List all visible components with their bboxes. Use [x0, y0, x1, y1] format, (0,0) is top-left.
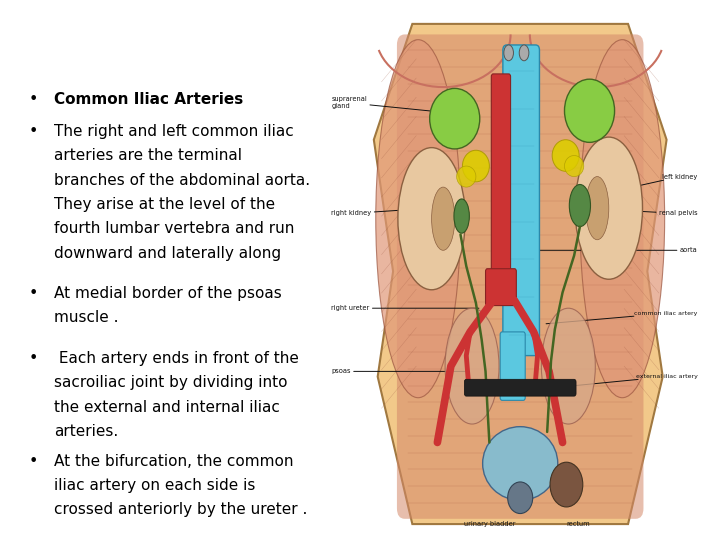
Text: fourth lumbar vertebra and run: fourth lumbar vertebra and run — [54, 221, 294, 237]
PathPatch shape — [374, 24, 667, 524]
Text: At medial border of the psoas: At medial border of the psoas — [54, 286, 282, 301]
Text: left kidney: left kidney — [611, 173, 698, 192]
Ellipse shape — [456, 166, 476, 187]
Ellipse shape — [462, 150, 490, 182]
Text: They arise at the level of the: They arise at the level of the — [54, 197, 275, 212]
Text: arteries.: arteries. — [54, 424, 118, 439]
FancyBboxPatch shape — [503, 45, 539, 355]
Text: renal pelvis: renal pelvis — [585, 208, 698, 217]
Text: Common Iliac Arteries: Common Iliac Arteries — [54, 92, 243, 107]
Ellipse shape — [575, 137, 642, 279]
Ellipse shape — [454, 199, 469, 233]
Text: arteries are the terminal: arteries are the terminal — [54, 148, 242, 164]
Ellipse shape — [504, 45, 513, 60]
Ellipse shape — [482, 427, 558, 501]
Ellipse shape — [585, 177, 609, 240]
Ellipse shape — [580, 40, 665, 398]
Text: muscle .: muscle . — [54, 310, 119, 326]
Text: At the bifurcation, the common: At the bifurcation, the common — [54, 454, 294, 469]
Ellipse shape — [550, 462, 582, 507]
Text: rectum: rectum — [566, 522, 590, 528]
Text: iliac artery on each side is: iliac artery on each side is — [54, 478, 256, 493]
Text: the external and internal iliac: the external and internal iliac — [54, 400, 280, 415]
Text: right kidney: right kidney — [331, 208, 429, 217]
Ellipse shape — [541, 308, 595, 424]
Text: •: • — [29, 124, 38, 139]
Text: •: • — [29, 351, 38, 366]
FancyBboxPatch shape — [464, 379, 576, 396]
Text: The right and left common iliac: The right and left common iliac — [54, 124, 294, 139]
FancyBboxPatch shape — [500, 332, 525, 400]
Text: •: • — [29, 454, 38, 469]
Text: aorta: aorta — [511, 247, 698, 253]
Text: crossed anteriorly by the ureter .: crossed anteriorly by the ureter . — [54, 502, 307, 517]
Text: Each artery ends in front of the: Each artery ends in front of the — [54, 351, 299, 366]
Text: •: • — [29, 92, 38, 107]
Text: •: • — [29, 286, 38, 301]
Text: branches of the abdominal aorta.: branches of the abdominal aorta. — [54, 173, 310, 188]
Text: suprarenal
gland: suprarenal gland — [331, 96, 452, 113]
Ellipse shape — [564, 79, 615, 143]
FancyBboxPatch shape — [397, 35, 644, 519]
Text: common iliac artery: common iliac artery — [546, 311, 698, 324]
Text: right ureter: right ureter — [331, 305, 479, 311]
Text: downward and laterally along: downward and laterally along — [54, 246, 281, 261]
Text: psoas: psoas — [331, 368, 469, 374]
Ellipse shape — [398, 147, 465, 290]
Ellipse shape — [376, 40, 461, 398]
Ellipse shape — [519, 45, 529, 60]
Ellipse shape — [508, 482, 533, 514]
Ellipse shape — [430, 89, 480, 149]
FancyBboxPatch shape — [485, 269, 516, 306]
Ellipse shape — [564, 156, 584, 177]
Ellipse shape — [445, 308, 499, 424]
Ellipse shape — [431, 187, 455, 251]
Text: urinary bladder: urinary bladder — [464, 522, 515, 528]
Text: external iliac artery: external iliac artery — [562, 374, 698, 387]
FancyBboxPatch shape — [491, 74, 510, 290]
Text: sacroiliac joint by dividing into: sacroiliac joint by dividing into — [54, 375, 287, 390]
Ellipse shape — [570, 185, 590, 227]
Ellipse shape — [552, 140, 579, 171]
